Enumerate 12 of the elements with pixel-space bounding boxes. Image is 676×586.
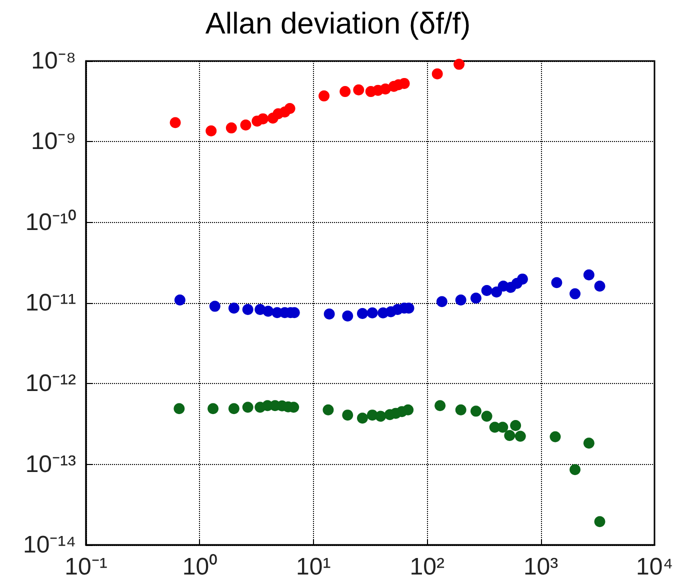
y-tick-label: 10⁻¹²	[25, 370, 76, 398]
x-tick-label: 10¹	[296, 554, 331, 580]
y-tick-label: 10⁻¹¹	[25, 290, 76, 316]
y-tick-label: 10⁻⁹	[31, 128, 76, 156]
x-tick-label: 10⁰	[182, 554, 218, 580]
y-tick-label: 10⁻¹³	[25, 450, 76, 478]
y-tick-label: 10⁻⁸	[31, 48, 76, 74]
y-tick-label: 10⁻¹⁰	[25, 208, 76, 236]
x-tick-label: 10²	[410, 554, 444, 580]
chart-title: Allan deviation (δf/f)	[205, 8, 471, 40]
x-tick-label: 10⁴	[636, 554, 674, 580]
x-tick-label: 10³	[523, 554, 558, 580]
